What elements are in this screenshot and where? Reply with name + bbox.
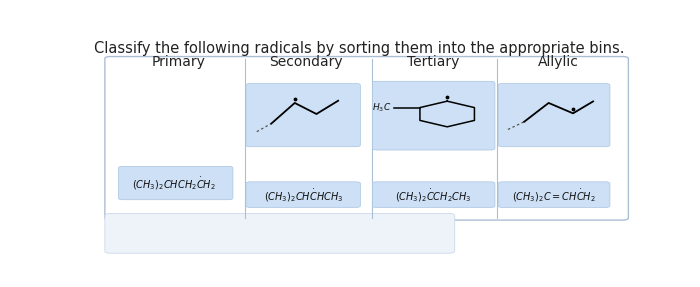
Text: Tertiary: Tertiary [407,55,459,69]
Text: Secondary: Secondary [269,55,343,69]
Text: $(CH_3)_2\dot{C}CH_2CH_3$: $(CH_3)_2\dot{C}CH_2CH_3$ [395,187,472,204]
FancyBboxPatch shape [498,84,610,147]
FancyBboxPatch shape [105,57,629,220]
Text: $H_3C$: $H_3C$ [372,101,391,114]
Text: $(CH_3)_2C{=}CH\dot{C}H_2$: $(CH_3)_2C{=}CH\dot{C}H_2$ [512,187,596,204]
FancyBboxPatch shape [105,214,455,253]
FancyBboxPatch shape [498,182,610,208]
Text: $(CH_3)_2CH\dot{C}HCH_3$: $(CH_3)_2CH\dot{C}HCH_3$ [264,187,343,204]
Text: Allylic: Allylic [538,55,579,69]
Text: Classify the following radicals by sorting them into the appropriate bins.: Classify the following radicals by sorti… [94,41,624,56]
Text: Primary: Primary [151,55,205,69]
FancyBboxPatch shape [246,84,360,147]
FancyBboxPatch shape [372,182,495,208]
FancyBboxPatch shape [118,166,233,200]
Text: $(CH_3)_2CHCH_2\dot{C}H_2$: $(CH_3)_2CHCH_2\dot{C}H_2$ [132,175,216,191]
FancyBboxPatch shape [372,81,495,150]
FancyBboxPatch shape [246,182,360,208]
